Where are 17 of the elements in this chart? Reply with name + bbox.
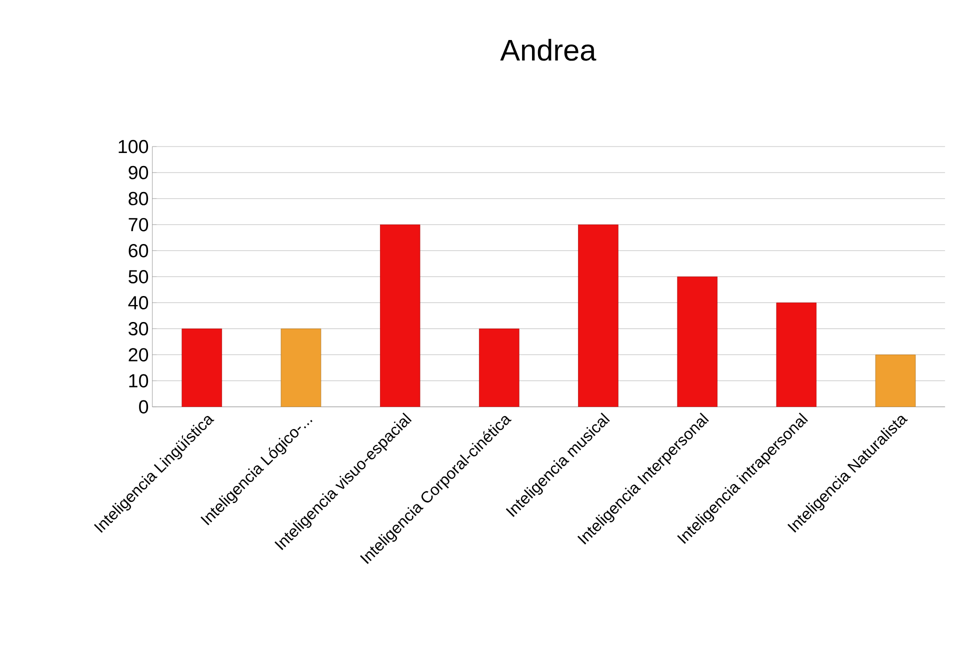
y-tick-label: 30: [128, 322, 148, 336]
y-tick-label: 100: [118, 140, 148, 154]
y-tick-label: 80: [128, 192, 148, 206]
y-tick-label: 50: [128, 270, 148, 284]
y-tick-label: 70: [128, 218, 148, 232]
y-tick-label: 60: [128, 244, 148, 258]
bar: [182, 328, 222, 407]
bar: [479, 328, 520, 407]
chart-title: Andrea: [500, 38, 596, 61]
bar: [776, 302, 817, 407]
y-tick-label: 0: [139, 400, 148, 414]
bar: [380, 224, 420, 407]
y-tick-label: 10: [129, 374, 148, 388]
y-tick-label: 90: [128, 166, 148, 180]
y-tick-label: 20: [128, 348, 148, 362]
y-tick-label: 40: [128, 296, 148, 310]
bar: [677, 276, 718, 407]
